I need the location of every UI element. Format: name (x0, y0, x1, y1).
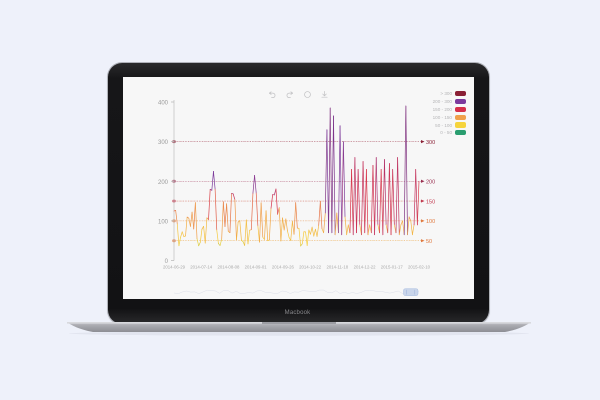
svg-text:100: 100 (158, 219, 169, 225)
svg-text:2014-09-01: 2014-09-01 (245, 265, 268, 270)
svg-text:2014-12-22: 2014-12-22 (354, 265, 377, 270)
svg-text:200: 200 (426, 179, 435, 185)
svg-text:2014-10-22: 2014-10-22 (299, 265, 322, 270)
svg-text:2014-07-14: 2014-07-14 (190, 265, 213, 270)
svg-text:2014-08-08: 2014-08-08 (217, 265, 240, 270)
svg-text:2014-11-18: 2014-11-18 (326, 265, 348, 270)
svg-text:50: 50 (426, 239, 432, 245)
svg-text:150: 150 (426, 199, 435, 205)
svg-text:2015-01-17: 2015-01-17 (381, 265, 404, 270)
svg-text:2014-09-26: 2014-09-26 (272, 265, 295, 270)
svg-text:2014-06-29: 2014-06-29 (163, 265, 186, 270)
svg-text:300: 300 (426, 140, 435, 146)
svg-text:400: 400 (158, 101, 169, 107)
svg-text:2015-02-10: 2015-02-10 (408, 265, 431, 270)
svg-text:300: 300 (158, 140, 169, 146)
svg-text:200: 200 (158, 180, 169, 186)
svg-text:100: 100 (426, 219, 435, 225)
